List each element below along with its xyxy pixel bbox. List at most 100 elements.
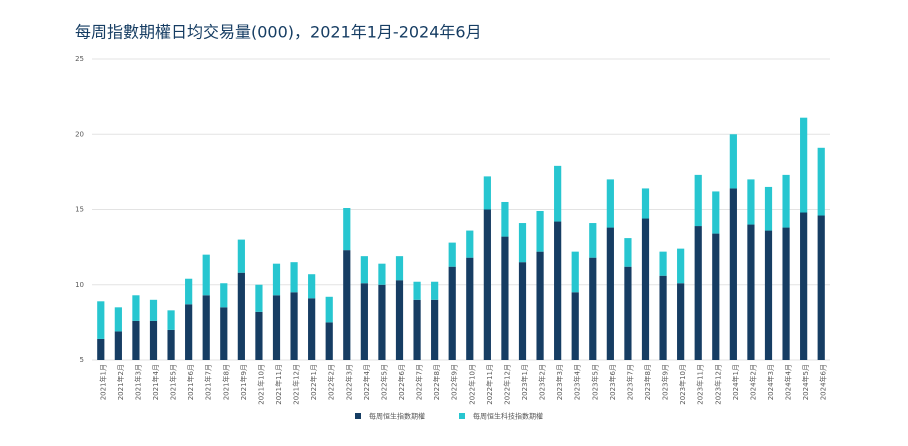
- x-tick-label: 2023年1月: [520, 364, 529, 400]
- bar-segment: [483, 176, 491, 210]
- x-tick-label: 2023年9月: [661, 364, 670, 400]
- bar-segment: [325, 322, 333, 360]
- bar-segment: [448, 242, 456, 267]
- bar-segment: [677, 283, 685, 360]
- bar-segment: [272, 295, 281, 360]
- bar-segment: [325, 296, 333, 323]
- bar-segment: [729, 188, 737, 360]
- x-tick-label: 2021年2月: [116, 364, 125, 400]
- bar-segment: [378, 284, 386, 360]
- x-tick-label: 2023年10月: [678, 364, 687, 405]
- bar-segment: [220, 283, 228, 308]
- y-tick-label: 25: [75, 55, 84, 63]
- x-tick-label: 2021年9月: [239, 364, 248, 400]
- bar-segment: [114, 307, 122, 332]
- bar-segment: [589, 257, 597, 360]
- bar-segment: [220, 307, 228, 360]
- bar-segment: [712, 233, 720, 360]
- bar-segment: [518, 223, 527, 263]
- x-tick-label: 2022年6月: [397, 364, 406, 400]
- bar-segment: [132, 320, 140, 360]
- x-tick-label: 2023年11月: [696, 364, 705, 405]
- bar-segment: [149, 299, 158, 321]
- x-tick-label: 2022年7月: [415, 364, 424, 400]
- bar-segment: [554, 165, 562, 222]
- x-tick-label: 2023年5月: [590, 364, 599, 400]
- bar-segment: [167, 329, 175, 360]
- bar-segment: [800, 117, 808, 213]
- x-tick-label: 2023年3月: [555, 364, 564, 400]
- bar-segment: [395, 256, 404, 281]
- bar-segment: [817, 215, 825, 360]
- bar-segment: [185, 278, 193, 305]
- bar-segment: [501, 236, 509, 360]
- x-tick-label: 2023年6月: [608, 364, 617, 400]
- x-tick-label: 2024年3月: [766, 364, 775, 400]
- bar-segment: [536, 251, 544, 360]
- bar-segment: [536, 211, 544, 252]
- bar-segment: [466, 230, 474, 258]
- y-tick-label: 15: [75, 206, 84, 214]
- bar-segment: [378, 263, 386, 285]
- x-tick-label: 2021年8月: [221, 364, 230, 400]
- bar-segment: [185, 304, 193, 360]
- x-tick-label: 2022年10月: [467, 364, 476, 405]
- bar-segment: [518, 262, 527, 360]
- bar-segment: [431, 281, 439, 300]
- x-tick-label: 2024年4月: [784, 364, 793, 400]
- bar-segment: [641, 218, 650, 360]
- bar-segment: [308, 274, 316, 299]
- bar-segment: [255, 311, 263, 360]
- bar-segment: [571, 251, 579, 293]
- bar-segment: [202, 295, 210, 360]
- y-tick-label: 20: [75, 130, 84, 138]
- bar-segment: [624, 266, 632, 360]
- bar-segment: [290, 292, 298, 360]
- bar-segment: [659, 275, 667, 360]
- legend-label: 每周恒生指數期權: [369, 412, 425, 421]
- bar-segment: [413, 281, 421, 300]
- legend-label: 每周恒生科技指數期權: [473, 412, 543, 421]
- x-tick-label: 2023年8月: [643, 364, 652, 400]
- y-tick-label: 10: [75, 281, 84, 289]
- bar-segment: [589, 223, 597, 258]
- bar-segment: [606, 179, 614, 228]
- bar-segment: [97, 301, 105, 339]
- x-tick-label: 2023年2月: [538, 364, 547, 400]
- bar-segment: [694, 226, 702, 360]
- x-tick-label: 2021年5月: [169, 364, 178, 400]
- bar-segment: [747, 179, 755, 225]
- x-tick-label: 2021年7月: [204, 364, 213, 400]
- bar-segment: [729, 134, 737, 189]
- bar-segment: [641, 188, 650, 219]
- x-tick-label: 2024年2月: [748, 364, 757, 400]
- bar-segment: [395, 280, 404, 360]
- bar-segment: [764, 186, 773, 231]
- bar-segment: [431, 299, 439, 360]
- bar-segment: [237, 239, 245, 273]
- bar-segment: [308, 298, 316, 360]
- bar-segment: [501, 201, 509, 237]
- bar-segment: [360, 256, 368, 284]
- x-tick-label: 2021年6月: [186, 364, 195, 400]
- bar-segment: [360, 283, 368, 360]
- x-tick-label: 2023年12月: [713, 364, 722, 405]
- x-tick-label: 2024年5月: [801, 364, 810, 400]
- bar-segment: [624, 238, 632, 267]
- x-tick-label: 2023年7月: [625, 364, 634, 400]
- bar-segment: [237, 272, 245, 360]
- bar-segment: [571, 292, 579, 360]
- bar-segment: [466, 257, 474, 360]
- bar-segment: [97, 338, 105, 360]
- x-tick-label: 2022年1月: [309, 364, 318, 400]
- bar-segment: [764, 230, 773, 360]
- bar-segment: [132, 295, 140, 321]
- bar-segment: [290, 262, 298, 293]
- x-tick-label: 2022年2月: [327, 364, 336, 400]
- x-tick-label: 2022年4月: [362, 364, 371, 400]
- x-tick-label: 2022年12月: [502, 364, 511, 405]
- x-tick-label: 2022年3月: [344, 364, 353, 400]
- x-tick-label: 2022年8月: [432, 364, 441, 400]
- x-tick-label: 2022年9月: [450, 364, 459, 400]
